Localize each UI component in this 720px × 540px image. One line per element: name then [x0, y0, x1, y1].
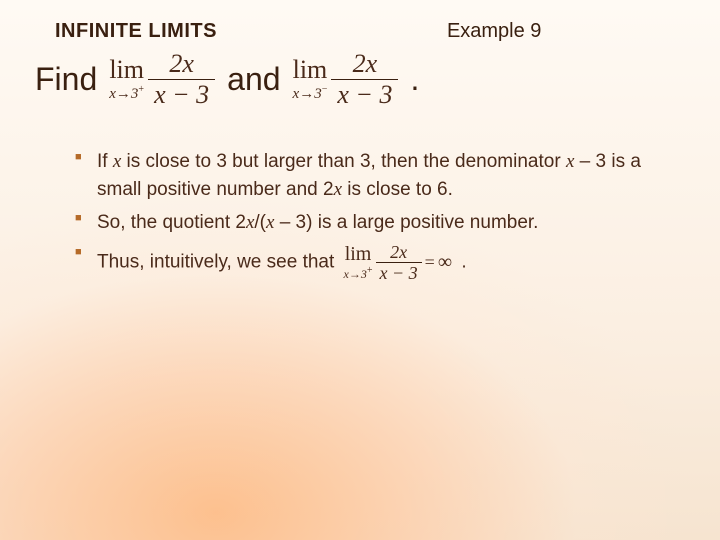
bullet-list: If x is close to 3 but larger than 3, th…	[75, 148, 675, 282]
lim-subscript: x→3+	[344, 266, 373, 280]
fraction: 2x x − 3	[376, 243, 422, 282]
infinity-symbol: ∞	[438, 248, 452, 277]
limit-expression-right: lim x→3+ 2x x − 3	[109, 51, 215, 108]
inline-limit-equation: lim x→3+ 2x x − 3 = ∞	[344, 243, 453, 282]
fraction: 2x x − 3	[148, 51, 215, 108]
lim-subscript: x→3−	[293, 85, 328, 102]
slide: INFINITE LIMITS Example 9 Find lim x→3+ …	[0, 0, 720, 540]
numerator: 2x	[347, 51, 384, 79]
example-label: Example 9	[447, 20, 542, 43]
lim-block: lim x→3+	[344, 244, 373, 280]
lim-block: lim x→3−	[293, 57, 328, 102]
numerator: 2x	[386, 243, 411, 262]
denominator: x − 3	[331, 79, 398, 108]
bullet-item: If x is close to 3 but larger than 3, th…	[75, 148, 675, 203]
lim-word: lim	[109, 57, 144, 83]
bullet-item: So, the quotient 2x/(x – 3) is a large p…	[75, 209, 675, 237]
lim-block: lim x→3+	[109, 57, 144, 102]
problem-line: Find lim x→3+ 2x x − 3 and lim x→3− 2x x…	[35, 51, 680, 108]
find-word: Find	[35, 61, 97, 98]
denominator: x − 3	[148, 79, 215, 108]
bullet-item: Thus, intuitively, we see that lim x→3+ …	[75, 243, 675, 282]
lim-word: lim	[293, 57, 328, 83]
slide-header: INFINITE LIMITS Example 9	[55, 20, 680, 43]
limit-expression-left: lim x→3− 2x x − 3	[293, 51, 399, 108]
lim-subscript: x→3+	[109, 85, 144, 102]
lim-word: lim	[345, 244, 372, 264]
numerator: 2x	[163, 51, 200, 79]
denominator: x − 3	[376, 262, 422, 282]
fraction: 2x x − 3	[331, 51, 398, 108]
and-word: and	[227, 61, 280, 98]
section-title: INFINITE LIMITS	[55, 20, 217, 43]
period: .	[410, 61, 419, 98]
equals-sign: =	[425, 249, 435, 275]
